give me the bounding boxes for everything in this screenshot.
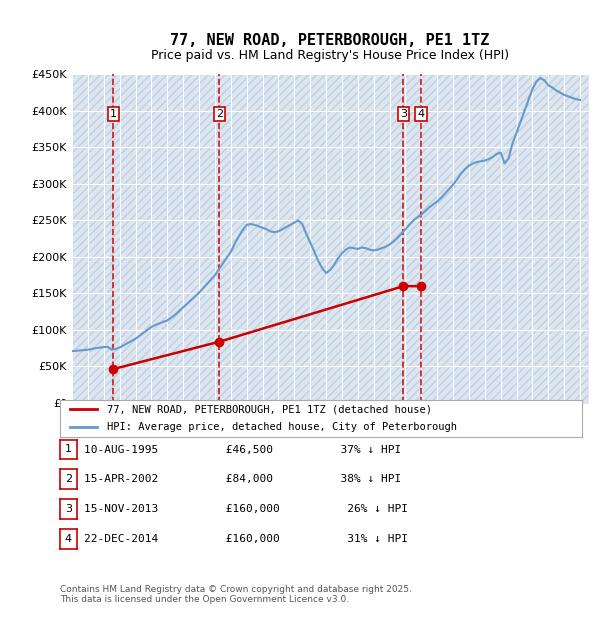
Text: Price paid vs. HM Land Registry's House Price Index (HPI): Price paid vs. HM Land Registry's House … [151,50,509,62]
Text: Contains HM Land Registry data © Crown copyright and database right 2025.
This d: Contains HM Land Registry data © Crown c… [60,585,412,604]
Text: 77, NEW ROAD, PETERBOROUGH, PE1 1TZ (detached house): 77, NEW ROAD, PETERBOROUGH, PE1 1TZ (det… [107,404,432,414]
Text: 4: 4 [65,534,72,544]
Text: 2: 2 [65,474,72,484]
Text: 10-AUG-1995          £46,500          37% ↓ HPI: 10-AUG-1995 £46,500 37% ↓ HPI [84,445,401,454]
Text: 3: 3 [400,109,407,119]
Text: 3: 3 [65,504,72,514]
Text: 1: 1 [110,109,117,119]
Text: 4: 4 [417,109,424,119]
Text: 15-NOV-2013          £160,000          26% ↓ HPI: 15-NOV-2013 £160,000 26% ↓ HPI [84,504,408,514]
Text: 2: 2 [216,109,223,119]
Text: HPI: Average price, detached house, City of Peterborough: HPI: Average price, detached house, City… [107,422,457,432]
Text: 15-APR-2002          £84,000          38% ↓ HPI: 15-APR-2002 £84,000 38% ↓ HPI [84,474,401,484]
Text: 22-DEC-2014          £160,000          31% ↓ HPI: 22-DEC-2014 £160,000 31% ↓ HPI [84,534,408,544]
Text: 77, NEW ROAD, PETERBOROUGH, PE1 1TZ: 77, NEW ROAD, PETERBOROUGH, PE1 1TZ [170,33,490,48]
Text: 1: 1 [65,445,72,454]
